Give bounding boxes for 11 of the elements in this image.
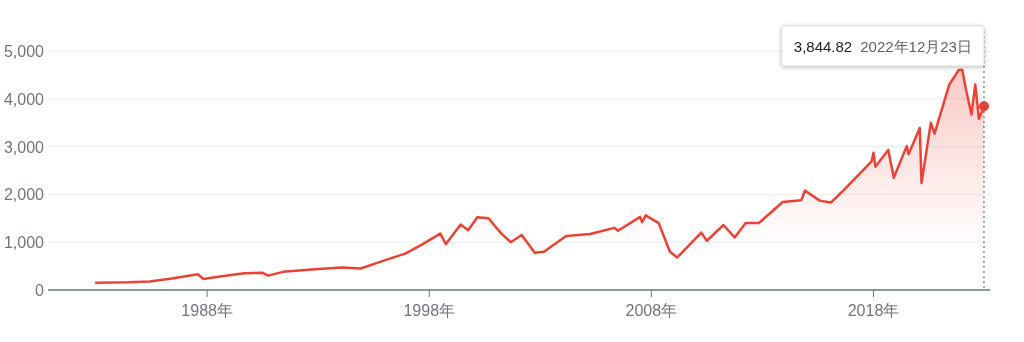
y-tick-label: 0 <box>35 282 45 299</box>
y-tick-label: 1,000 <box>3 234 45 252</box>
x-tick-label: 1988年 <box>181 302 233 319</box>
y-tick-label: 3,000 <box>3 138 45 156</box>
y-tick-label: 4,000 <box>3 90 45 108</box>
x-tick-label: 2018年 <box>847 302 900 319</box>
y-tick-label: 5,000 <box>3 43 45 60</box>
annotation: 3,844.82 2022年12月23日 <box>793 38 972 55</box>
x-tick-label: 2008年 <box>625 302 678 319</box>
y-tick-label: 2,000 <box>3 186 45 204</box>
x-tick-label: 1998年 <box>403 302 456 319</box>
